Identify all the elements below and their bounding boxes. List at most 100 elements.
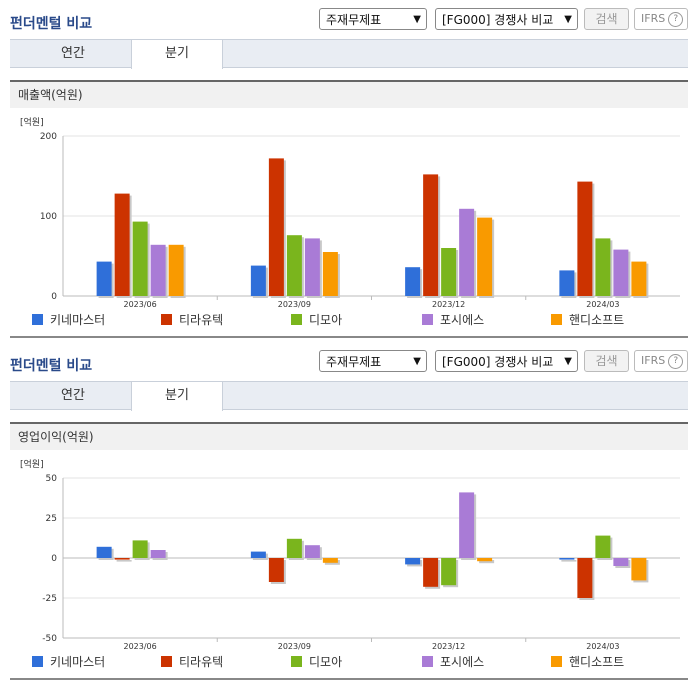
ifrs-button[interactable]: IFRS?	[634, 350, 688, 372]
chevron-down-icon: ▼	[564, 356, 572, 367]
x-tick-label: 2023/09	[278, 642, 311, 651]
help-icon: ?	[668, 353, 684, 369]
bar	[577, 181, 593, 296]
x-tick-label: 2023/06	[124, 300, 157, 309]
chart-legend: 키네마스터 티라유텍 디모아 포시에스 핸디소프트	[10, 310, 688, 332]
sales-bar-chart: [억원] 0 100 200 2023/06 2023/09 2023/12 2024/03	[20, 116, 680, 309]
legend-item[interactable]: 디모아	[291, 655, 342, 669]
legend-item[interactable]: 티라유텍	[161, 313, 223, 327]
unit-label: [억원]	[20, 116, 44, 128]
peer-group-value: [FG000] 경쟁사 비교	[442, 13, 554, 27]
statement-type-value: 주재무제표	[326, 355, 382, 369]
bar	[459, 208, 475, 296]
bar	[114, 558, 130, 560]
legend-swatch	[422, 656, 433, 667]
x-tick-label: 2024/03	[586, 642, 619, 651]
bar	[577, 558, 593, 598]
legend-label: 키네마스터	[50, 313, 106, 327]
legend-item[interactable]: 핸디소프트	[551, 313, 624, 327]
ifrs-label: IFRS	[641, 354, 666, 367]
chevron-down-icon: ▼	[413, 356, 421, 367]
bar	[477, 558, 493, 562]
bar	[268, 158, 284, 296]
legend-swatch	[291, 314, 302, 325]
x-tick-label: 2023/12	[432, 300, 465, 309]
section-title: 영업이익(억원)	[10, 422, 688, 450]
divider	[10, 678, 688, 680]
chevron-down-icon: ▼	[564, 14, 572, 25]
divider	[10, 336, 688, 338]
y-tick-label: 0	[51, 292, 57, 302]
section-title: 매출액(억원)	[10, 80, 688, 108]
legend-label: 디모아	[309, 655, 343, 669]
bar	[477, 217, 493, 296]
legend-swatch	[161, 656, 172, 667]
chevron-down-icon: ▼	[413, 14, 421, 25]
tab-annual[interactable]: 연간	[61, 388, 85, 403]
bar	[559, 558, 575, 560]
legend-item[interactable]: 포시에스	[422, 655, 484, 669]
tab-annual[interactable]: 연간	[61, 46, 85, 61]
legend-swatch	[161, 314, 172, 325]
bar	[168, 244, 184, 296]
bar	[250, 265, 266, 296]
bar	[268, 558, 284, 582]
x-tick-label: 2023/09	[278, 300, 311, 309]
y-tick-label: 25	[46, 514, 57, 524]
bar	[613, 249, 629, 296]
fundamental-panel-sales: 펀더멘털 비교 주재무제표 ▼ [FG000] 경쟁사 비교 ▼ 검색 IFRS…	[10, 8, 688, 338]
statement-type-select[interactable]: 주재무제표 ▼	[319, 350, 427, 372]
y-tick-label: 200	[40, 132, 57, 142]
legend-item[interactable]: 키네마스터	[32, 313, 105, 327]
legend-item[interactable]: 키네마스터	[32, 655, 105, 669]
bar-shadow	[479, 560, 495, 564]
x-tick-label: 2023/06	[124, 642, 157, 651]
bar	[322, 252, 338, 296]
bar	[441, 248, 457, 296]
bar	[423, 174, 439, 296]
operating-profit-bar-chart: [억원] -50 -25 0 25 50 2023/06 2023/09 2023/12 2024…	[20, 458, 680, 651]
bar	[96, 261, 112, 296]
bar	[150, 244, 166, 296]
legend-item[interactable]: 디모아	[291, 313, 342, 327]
y-tick-label: -25	[42, 594, 57, 604]
bar	[250, 551, 266, 558]
bar	[423, 558, 439, 587]
peer-group-select[interactable]: [FG000] 경쟁사 비교 ▼	[435, 350, 578, 372]
ifrs-button[interactable]: IFRS?	[634, 8, 688, 30]
tab-quarterly[interactable]: 분기	[131, 40, 223, 69]
legend-swatch	[32, 656, 43, 667]
bar	[441, 558, 457, 586]
peer-group-value: [FG000] 경쟁사 비교	[442, 355, 554, 369]
fundamental-panel-operating-profit: 펀더멘털 비교 주재무제표 ▼ [FG000] 경쟁사 비교 ▼ 검색 IFRS…	[0, 342, 696, 684]
tab-quarterly[interactable]: 분기	[131, 382, 223, 411]
bar	[459, 492, 475, 558]
peer-group-select[interactable]: [FG000] 경쟁사 비교 ▼	[435, 8, 578, 30]
bar	[631, 558, 647, 581]
legend-label: 티라유텍	[179, 655, 224, 669]
unit-label: [억원]	[20, 458, 44, 470]
legend-label: 핸디소프트	[569, 313, 625, 327]
legend-item[interactable]: 핸디소프트	[551, 655, 624, 669]
bar	[132, 221, 148, 296]
period-tabs: 연간 분기	[10, 39, 688, 69]
statement-type-select[interactable]: 주재무제표 ▼	[319, 8, 427, 30]
bar	[286, 235, 302, 296]
bar	[304, 545, 320, 558]
bar	[405, 267, 421, 296]
bar	[631, 261, 647, 296]
legend-item[interactable]: 티라유텍	[161, 655, 223, 669]
bar	[286, 538, 302, 558]
legend-swatch	[551, 314, 562, 325]
bar	[405, 558, 421, 565]
legend-swatch	[291, 656, 302, 667]
x-tick-label: 2024/03	[586, 300, 619, 309]
bar	[595, 535, 611, 558]
legend-swatch	[551, 656, 562, 667]
y-tick-label: 100	[40, 212, 57, 222]
legend-item[interactable]: 포시에스	[422, 313, 484, 327]
bar-shadow	[116, 560, 132, 562]
search-button[interactable]: 검색	[584, 8, 629, 30]
bar	[613, 558, 629, 566]
search-button[interactable]: 검색	[584, 350, 629, 372]
